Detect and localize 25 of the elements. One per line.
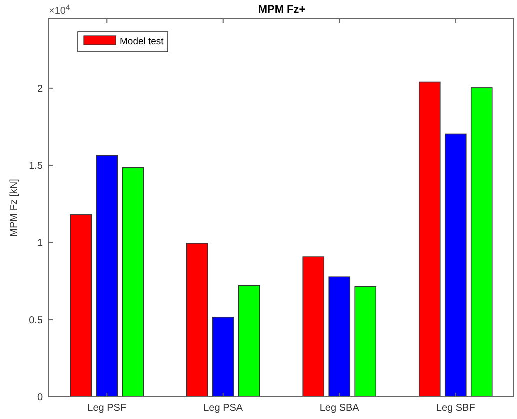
y-tick-label: 0	[37, 392, 44, 404]
bar	[122, 167, 144, 398]
text: ×10$^{4}$	[49, 2, 70, 17]
bar	[418, 82, 441, 398]
bar	[186, 243, 208, 398]
x-tick-label: Leg SBF	[436, 403, 476, 414]
legend-label: Model test	[120, 36, 164, 48]
bar	[470, 88, 493, 398]
x-tick-label: Leg SBA	[320, 403, 360, 414]
bar	[354, 286, 377, 398]
y-tick-label: 1	[37, 238, 44, 250]
y-axis-title: MPM Fz [kN]	[9, 178, 20, 237]
y-tick-label: 2	[37, 84, 44, 95]
bar	[238, 285, 260, 398]
y-tick-label: 0.5	[29, 315, 44, 326]
bar	[96, 155, 118, 398]
chart-title: MPM Fz+	[258, 4, 306, 16]
bar	[302, 256, 325, 398]
y-tick-label: 1.5	[29, 161, 44, 172]
x-tick-label: Leg PSF	[88, 403, 127, 414]
bar	[444, 134, 467, 398]
x-tick-label: Leg PSA	[204, 403, 244, 414]
bar	[212, 316, 234, 398]
bar	[328, 276, 351, 398]
bar	[70, 214, 92, 398]
